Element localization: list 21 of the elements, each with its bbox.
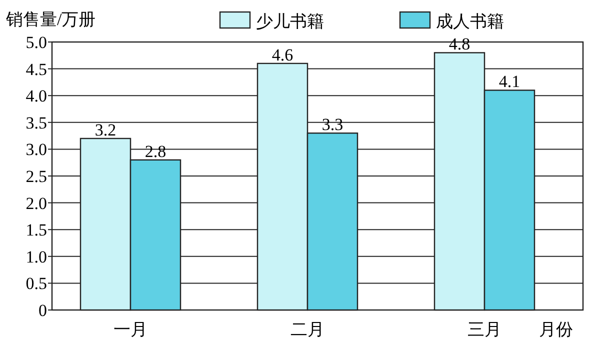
legend-label: 少儿书籍 [256,12,324,31]
data-label: 4.6 [272,45,294,64]
text: 3.0 [26,140,47,160]
text: 1.0 [26,247,47,266]
text: 3.5 [26,113,47,132]
text: 2.5 [26,167,47,186]
text: 4.0 [26,86,47,106]
text: 4.5 [26,60,47,79]
x-axis-title: 月份 [539,320,573,339]
x-tick-label: 三月 [468,320,502,339]
text: 2.0 [26,194,47,213]
text: 1.5 [26,220,47,240]
data-label: 4.1 [498,72,520,92]
x-tick-label: 二月 [290,320,324,339]
text: 0.5 [26,274,47,294]
data-label: 3.2 [94,120,116,140]
legend-label: 成人书籍 [436,12,504,31]
y-axis-title: 销售量/万册 [5,10,96,29]
x-tick-label: 一月 [114,320,148,339]
text: 0 [38,301,47,320]
text: 5.0 [26,33,47,52]
